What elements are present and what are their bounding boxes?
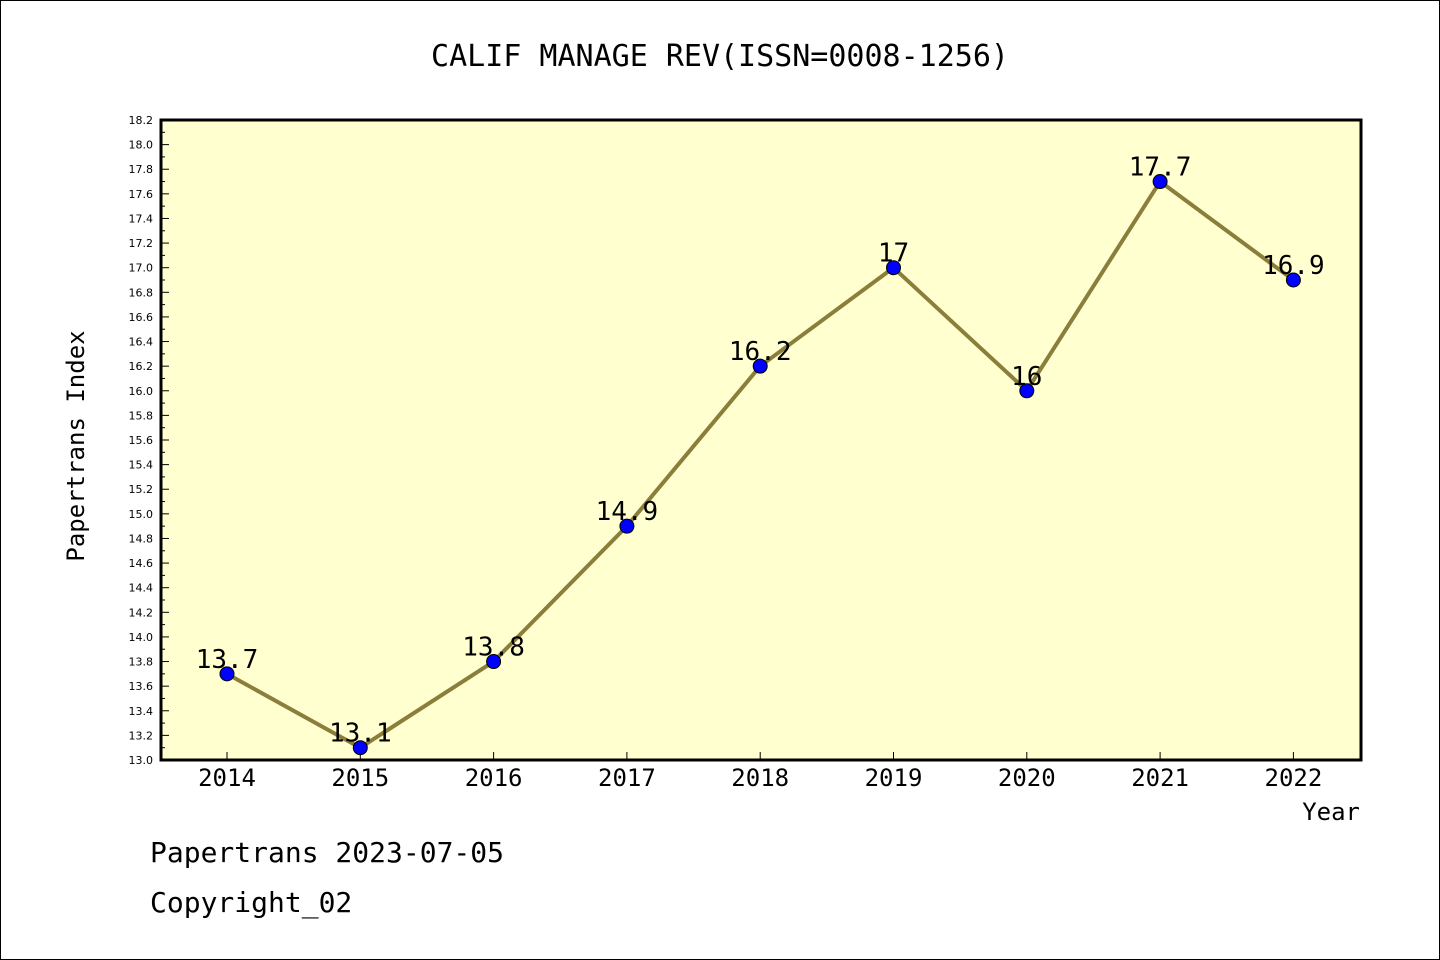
y-tick-label: 17.8 [129,163,154,176]
y-tick-label: 14.4 [129,582,154,595]
data-label: 16.9 [1262,251,1325,281]
y-tick-label: 17.2 [129,237,154,250]
data-point [486,654,502,670]
x-tick-label: 2014 [198,764,256,792]
y-tick-label: 13.6 [129,680,154,693]
data-label: 17.7 [1129,153,1192,183]
y-tick-label: 16.0 [129,385,154,398]
data-label: 17 [878,239,909,269]
data-point [219,666,235,682]
y-tick-label: 16.4 [129,336,154,349]
y-axis: 13.0 13.2 13.4 13.6 13.8 14.0 14.2 14.4 14.6 14.8… [129,114,169,767]
y-tick-label: 14.2 [129,606,154,619]
data-label: 13.7 [196,645,259,675]
data-label: 14.9 [596,497,659,527]
x-tick-label: 2022 [1265,764,1323,792]
y-tick-label: 16.6 [129,311,154,324]
y-axis-label: Papertrans Index [62,330,90,561]
x-tick-label: 2020 [998,764,1056,792]
y-tick-label: 13.8 [129,656,154,669]
y-tick-label: 15.6 [129,434,154,447]
y-tick-label: 14.6 [129,557,154,570]
y-tick-label: 15.2 [129,483,154,496]
x-tick-label: 2018 [731,764,789,792]
y-tick-label: 17.0 [129,262,154,275]
y-tick-label: 17.6 [129,188,154,201]
data-point [1285,272,1301,288]
y-tick-label: 14.0 [129,631,154,644]
y-tick-label: 15.4 [129,459,154,472]
data-label: 13.8 [462,633,525,663]
footer-copyright-line: Copyright_02 [150,886,353,919]
y-tick-label: 14.8 [129,532,154,545]
y-tick-label: 13.4 [129,705,154,718]
y-tick-label: 18.2 [129,114,154,127]
y-tick-label: 15.0 [129,508,154,521]
data-label: 13.1 [329,719,392,749]
x-tick-label: 2015 [331,764,389,792]
data-point [886,260,901,276]
x-tick-label: 2021 [1131,764,1189,792]
y-tick-label: 13.2 [129,729,154,742]
y-tick-label: 16.2 [129,360,154,373]
data-label: 16 [1011,362,1042,392]
data-point [1152,174,1168,190]
plot-area [159,118,1363,762]
y-tick-label: 18.0 [129,139,154,152]
y-tick-label: 15.8 [129,409,154,422]
data-point [1019,383,1035,399]
data-point [752,358,768,374]
chart-title: CALIF MANAGE REV(ISSN=0008-1256) [431,39,1009,74]
footer-date-line: Papertrans 2023-07-05 [150,836,505,869]
data-point [619,518,635,534]
x-tick-label: 2019 [865,764,923,792]
x-tick-label: 2016 [465,764,523,792]
x-tick-label: 2017 [598,764,656,792]
y-tick-label: 17.4 [129,212,154,225]
data-point [352,740,368,756]
x-axis: 2014 2015 2016 2017 2018 2019 2020 2021 2022 [198,752,1322,792]
y-tick-label: 16.8 [129,286,154,299]
y-tick-label: 13.0 [129,754,154,767]
x-axis-label: Year [1302,798,1360,826]
series-layer: 13.7 13.1 13.8 14.9 16.2 17 16 17.7 16.9 [196,153,1325,756]
data-label: 16.2 [729,337,792,367]
